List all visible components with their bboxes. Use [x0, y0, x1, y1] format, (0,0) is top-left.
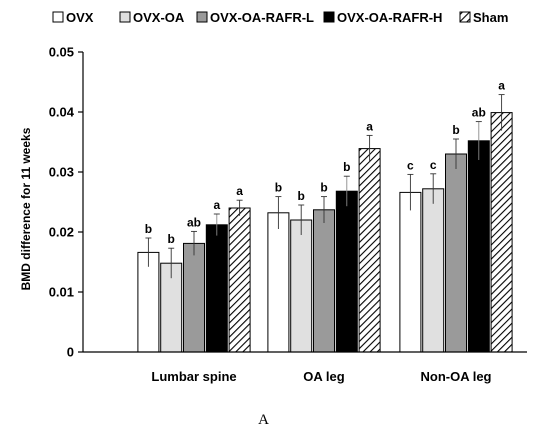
significance-letter: b — [168, 232, 175, 246]
significance-letter: a — [213, 198, 220, 212]
significance-letter: a — [366, 119, 373, 133]
legend-label: OVX — [66, 10, 94, 25]
bar — [183, 242, 205, 353]
x-tick-label: Lumbar spine — [151, 369, 236, 384]
legend-item: Sham — [459, 10, 508, 25]
legend: OVX OVX-OA OVX-OA-RAFR-L OVX-OA-RAFR-H Sham — [52, 10, 508, 25]
significance-letter: b — [343, 160, 350, 174]
significance-letter: b — [452, 123, 459, 137]
legend-swatch — [459, 11, 471, 23]
bar — [137, 251, 160, 353]
bar — [399, 191, 422, 353]
significance-letter: b — [298, 189, 305, 203]
legend-item: OVX — [52, 10, 94, 25]
legend-item: OVX-OA-RAFR-H — [323, 10, 442, 25]
x-tick-label: Non-OA leg — [420, 369, 491, 384]
bar — [467, 140, 490, 353]
y-axis-ticks: 0 0.01 0.02 0.03 0.04 0.05 — [49, 45, 83, 360]
significance-letter: ab — [187, 215, 201, 229]
bar-group: b b b b a — [267, 119, 381, 353]
bar — [445, 153, 467, 353]
significance-letter: c — [407, 158, 414, 172]
significance-letter: b — [145, 222, 152, 236]
bar — [422, 188, 445, 353]
bar — [358, 148, 381, 353]
bar — [267, 212, 290, 353]
y-tick-label: 0.01 — [49, 285, 74, 300]
legend-label: OVX-OA-RAFR-H — [337, 10, 442, 25]
x-tick-label: OA leg — [303, 369, 344, 384]
legend-swatch — [323, 11, 335, 23]
figure-caption: A — [258, 412, 269, 428]
bar — [290, 219, 313, 353]
x-axis-ticks: Lumbar spine OA leg Non-OA leg — [151, 369, 491, 384]
legend-swatch — [52, 11, 64, 23]
y-axis-label: BMD difference for 11 weeks — [19, 127, 33, 290]
legend-label: Sham — [473, 10, 508, 25]
legend-label: OVX-OA — [133, 10, 185, 25]
bar — [228, 207, 251, 353]
bar — [490, 112, 513, 353]
significance-letter: a — [236, 184, 243, 198]
legend-swatch — [196, 11, 208, 23]
bar — [313, 209, 335, 353]
significance-letter: b — [320, 181, 327, 195]
significance-letter: a — [498, 79, 505, 93]
y-tick-label: 0.04 — [49, 105, 75, 120]
legend-item: OVX-OA-RAFR-L — [196, 10, 314, 25]
y-tick-label: 0.02 — [49, 225, 74, 240]
significance-letter: c — [430, 158, 437, 172]
significance-letter: b — [275, 181, 282, 195]
y-tick-label: 0.03 — [49, 165, 74, 180]
legend-swatch — [119, 11, 131, 23]
y-tick-label: 0.05 — [49, 45, 74, 60]
y-tick-label: 0 — [67, 345, 74, 360]
significance-letter: ab — [472, 106, 486, 120]
bar — [335, 190, 358, 353]
bar — [205, 224, 228, 353]
legend-label: OVX-OA-RAFR-L — [210, 10, 314, 25]
legend-item: OVX-OA — [119, 10, 185, 25]
